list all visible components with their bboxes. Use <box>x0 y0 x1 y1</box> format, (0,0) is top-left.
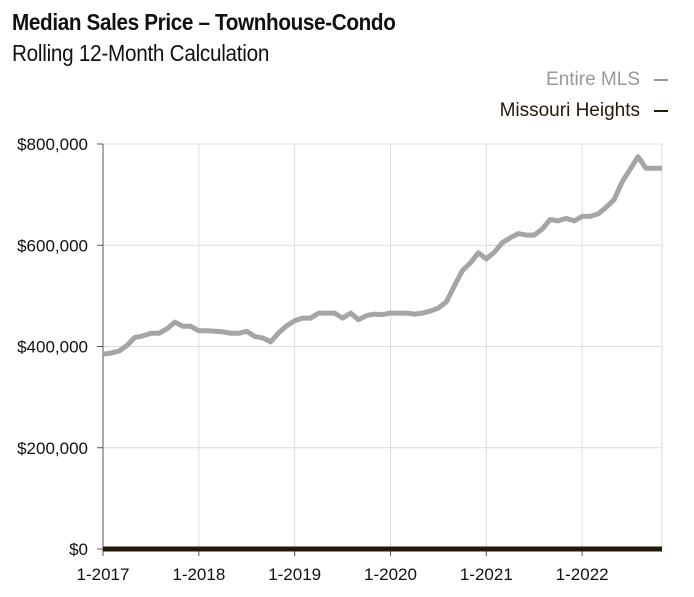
legend-label-entire-mls: Entire MLS <box>546 69 640 90</box>
legend-swatch-missouri-heights <box>654 109 668 112</box>
x-tick-label: 1-2018 <box>172 565 225 584</box>
y-tick-label: $800,000 <box>17 135 88 154</box>
legend-entry-entire-mls: Entire MLS <box>546 69 668 91</box>
series-line-entire-mls <box>102 154 662 357</box>
y-tick-label: $600,000 <box>17 236 88 255</box>
chart-subtitle: Rolling 12-Month Calculation <box>12 40 270 66</box>
y-tick-label: $200,000 <box>17 439 88 458</box>
x-tick-label: 1-2019 <box>268 565 321 584</box>
legend-swatch-entire-mls <box>654 78 668 81</box>
y-tick-label: $0 <box>69 540 88 559</box>
x-tick-label: 1-2020 <box>364 565 417 584</box>
y-tick-label: $400,000 <box>17 338 88 357</box>
chart-title: Median Sales Price – Townhouse-Condo <box>12 9 396 35</box>
legend-entry-missouri-heights: Missouri Heights <box>500 100 668 122</box>
x-tick-label: 1-2021 <box>460 565 513 584</box>
x-tick-label: 1-2022 <box>556 565 609 584</box>
legend-label-missouri-heights: Missouri Heights <box>499 100 640 121</box>
x-tick-label: 1-2017 <box>77 565 130 584</box>
